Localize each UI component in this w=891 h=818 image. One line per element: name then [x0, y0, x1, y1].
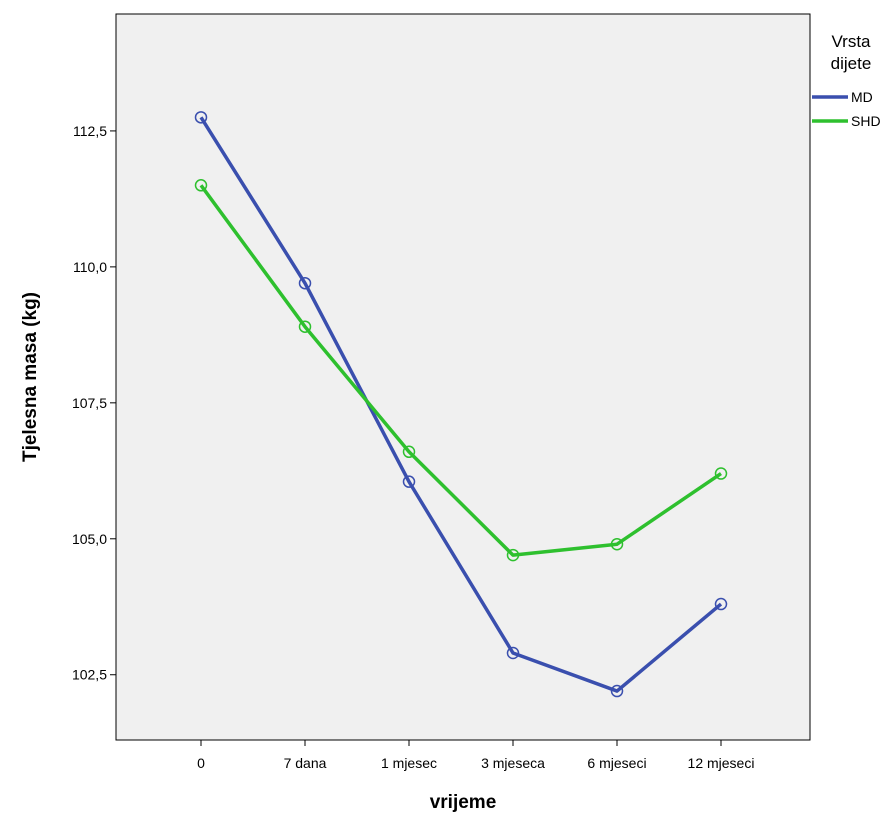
y-axis: 102,5 105,0 107,5 110,0 112,5: [72, 123, 116, 683]
x-tick-label: 3 mjeseca: [481, 755, 545, 771]
data-point-md: [298, 276, 312, 290]
data-point-md: [506, 646, 520, 660]
y-tick-label: 105,0: [72, 531, 107, 547]
data-point-md: [714, 597, 728, 611]
legend-label-md: MD: [851, 89, 873, 105]
data-point-shd: [194, 179, 208, 192]
y-tick-label: 112,5: [73, 123, 107, 139]
x-axis: 0 7 dana 1 mjesec 3 mjeseca 6 mjeseci 12 mjes…: [197, 740, 754, 771]
data-point-md: [402, 475, 416, 488]
series-layer: [194, 111, 728, 698]
y-tick-label: 110,0: [73, 259, 107, 275]
y-tick-label: 107,5: [72, 395, 107, 411]
x-tick-label: 7 dana: [284, 755, 327, 771]
legend-label-shd: SHD: [851, 113, 881, 129]
data-point-md: [610, 684, 624, 698]
plot-area: [115, 13, 811, 741]
x-tick-label: 6 mjeseci: [587, 755, 646, 771]
legend-title-line2: dijete: [831, 54, 872, 73]
data-point-shd: [402, 445, 416, 459]
data-point-shd: [506, 548, 520, 562]
legend: Vrsta dijete MD SHD: [812, 32, 881, 129]
x-tick-label: 1 mjesec: [381, 755, 437, 771]
x-tick-label: 12 mjeseci: [688, 755, 755, 771]
data-point-shd: [298, 320, 312, 333]
series-line-md: [199, 116, 723, 693]
data-point-md: [194, 111, 208, 124]
data-point-shd: [714, 467, 728, 480]
x-axis-title: vrijeme: [430, 792, 497, 813]
series-line-shd: [199, 184, 722, 557]
data-point-shd: [610, 537, 624, 551]
legend-title-line1: Vrsta: [831, 32, 871, 51]
y-tick-label: 102,5: [72, 667, 107, 683]
x-tick-label: 0: [197, 755, 205, 771]
y-axis-title: Tjelesna masa (kg): [20, 292, 41, 462]
